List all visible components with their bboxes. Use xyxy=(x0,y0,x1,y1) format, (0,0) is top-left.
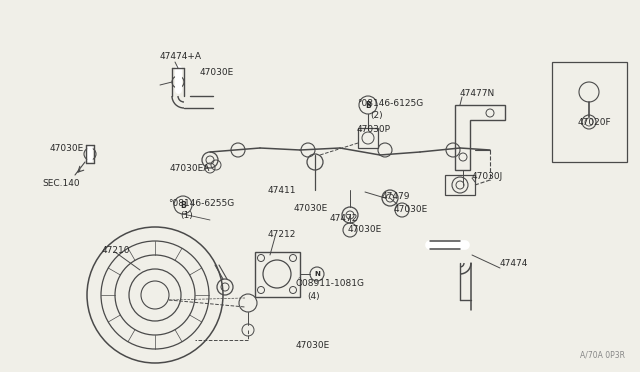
Text: (4): (4) xyxy=(307,292,319,301)
Text: 47474+A: 47474+A xyxy=(160,51,202,61)
Text: (2): (2) xyxy=(370,110,383,119)
Text: 47030E: 47030E xyxy=(200,67,234,77)
Text: (1): (1) xyxy=(180,211,193,219)
Text: 47030E: 47030E xyxy=(348,224,382,234)
Text: Ô08911-1081G: Ô08911-1081G xyxy=(295,279,364,289)
Text: N: N xyxy=(314,271,320,277)
Text: 47020F: 47020F xyxy=(578,118,612,126)
Bar xyxy=(552,62,627,162)
Text: B: B xyxy=(365,100,371,109)
Text: °08146-6255G: °08146-6255G xyxy=(168,199,234,208)
Text: B: B xyxy=(180,201,186,209)
Text: 47030EA: 47030EA xyxy=(170,164,211,173)
Text: SEC.140: SEC.140 xyxy=(42,179,79,187)
Text: A/70A 0P3R: A/70A 0P3R xyxy=(580,351,625,360)
Text: 47210: 47210 xyxy=(102,246,131,254)
Text: 47030E: 47030E xyxy=(50,144,84,153)
Text: 47030E: 47030E xyxy=(294,203,328,212)
Text: 47474: 47474 xyxy=(500,260,529,269)
Text: 47030P: 47030P xyxy=(357,125,391,134)
Text: 47030E: 47030E xyxy=(296,340,330,350)
Text: 47030J: 47030J xyxy=(472,171,503,180)
Text: 47472: 47472 xyxy=(330,214,358,222)
Text: 47477N: 47477N xyxy=(460,89,495,97)
Text: 47030E: 47030E xyxy=(394,205,428,214)
Text: 47479: 47479 xyxy=(382,192,410,201)
Text: 47212: 47212 xyxy=(268,230,296,238)
Text: 47411: 47411 xyxy=(268,186,296,195)
Text: °08146-6125G: °08146-6125G xyxy=(357,99,423,108)
